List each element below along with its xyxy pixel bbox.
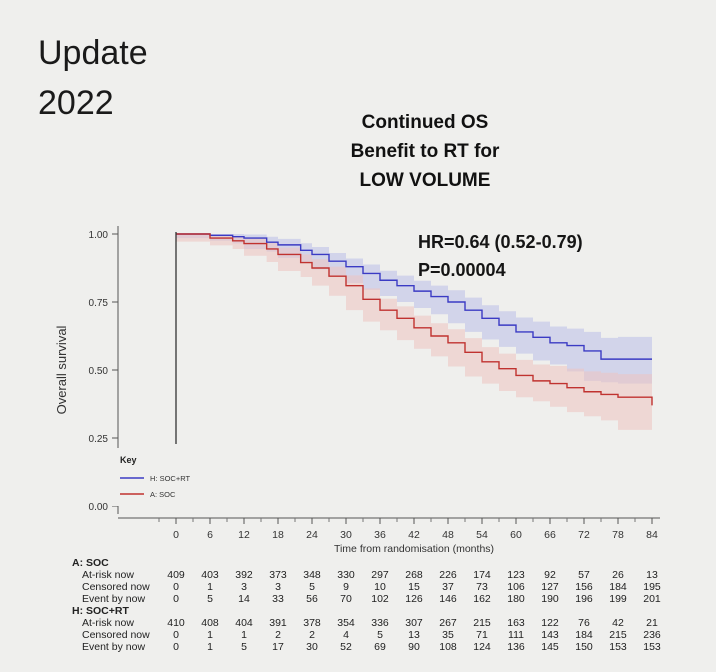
subtitle-line1: Continued OS xyxy=(361,112,489,133)
p-value: P=0.00004 xyxy=(418,260,506,280)
x-tick-label: 66 xyxy=(544,529,556,541)
x-tick-label: 78 xyxy=(612,529,624,541)
y-tick-label: 1.00 xyxy=(89,230,109,241)
subtitle-line3: LOW VOLUME xyxy=(359,170,491,191)
y-axis-label: Overall survival xyxy=(54,325,69,414)
x-axis-label: Time from randomisation (months) xyxy=(334,543,494,555)
survival-line-0 xyxy=(176,233,652,360)
chart-axes: 0.00 0.25 0.50 0.75 1.00 0 6 12 18 24 30 36 42 48 54 60… xyxy=(89,226,660,541)
x-tick-label: 36 xyxy=(374,529,386,541)
ci-band-0 xyxy=(176,234,652,384)
x-tick-label: 30 xyxy=(340,529,352,541)
legend: Key H: SOC+RT A: SOC xyxy=(112,448,232,506)
x-tick-label: 54 xyxy=(476,529,488,541)
slide-title-line1: Update xyxy=(38,34,148,72)
y-tick-label: 0.00 xyxy=(89,502,109,513)
chart-subtitle: Continued OS Benefit to RT for LOW VOLUM… xyxy=(300,108,550,195)
slide-title: Update 2022 xyxy=(38,28,238,128)
legend-label-0: H: SOC+RT xyxy=(150,474,190,483)
hazard-ratio-box: HR=0.64 (0.52-0.79) P=0.00004 xyxy=(418,228,583,284)
x-tick-label: 72 xyxy=(578,529,590,541)
x-tick-label: 60 xyxy=(510,529,522,541)
x-tick-label: 24 xyxy=(306,529,318,541)
legend-box xyxy=(112,448,232,506)
x-tick-label: 18 xyxy=(272,529,284,541)
x-tick-label: 12 xyxy=(238,529,250,541)
slide-title-line2: 2022 xyxy=(38,84,114,122)
hazard-ratio: HR=0.64 (0.52-0.79) xyxy=(418,232,583,252)
subtitle-line2: Benefit to RT for xyxy=(350,141,500,162)
legend-label-1: A: SOC xyxy=(150,490,176,499)
survival-line-1 xyxy=(176,233,653,406)
survival-curves xyxy=(176,233,653,406)
legend-title: Key xyxy=(120,455,137,465)
y-tick-label: 0.75 xyxy=(89,298,109,309)
y-tick-label: 0.25 xyxy=(89,434,109,445)
x-tick-label: 48 xyxy=(442,529,454,541)
x-tick-label: 6 xyxy=(207,529,213,541)
x-tick-label: 0 xyxy=(173,529,179,541)
x-tick-label: 84 xyxy=(646,529,658,541)
y-tick-label: 0.50 xyxy=(89,366,109,377)
x-tick-label: 42 xyxy=(408,529,420,541)
